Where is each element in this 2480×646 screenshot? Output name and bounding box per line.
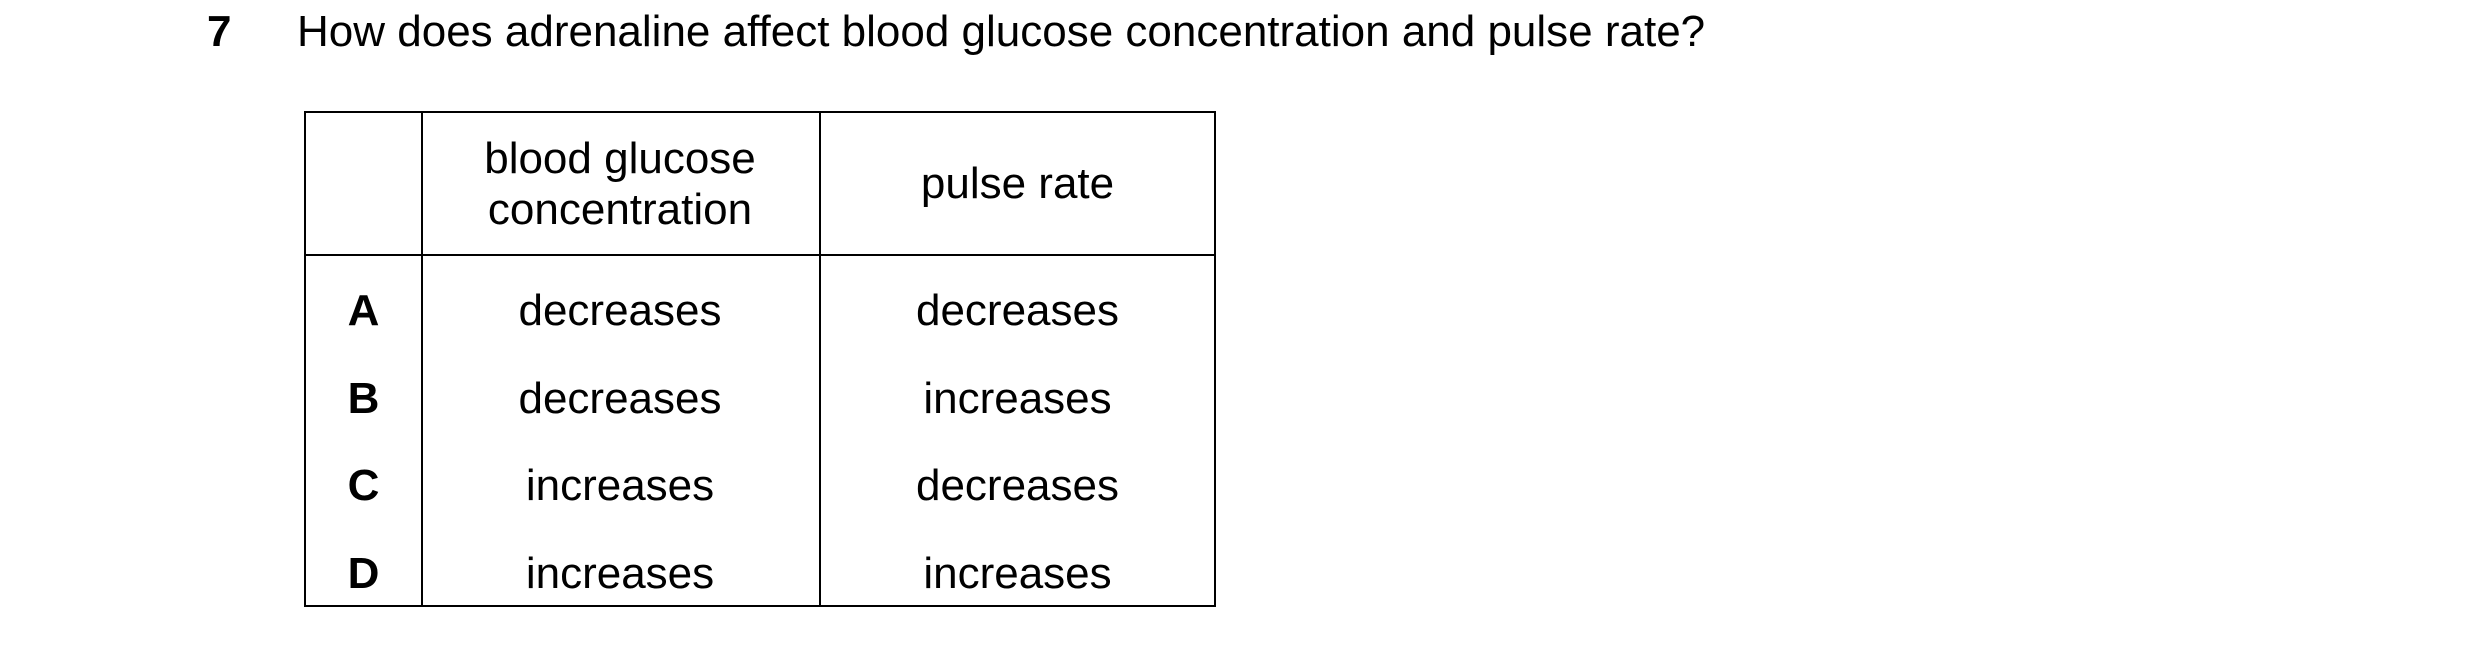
column-header: blood glucose concentration <box>484 133 756 234</box>
table-cell: decreases <box>915 286 1119 336</box>
column-divider <box>819 113 821 605</box>
option-label: D <box>347 548 380 598</box>
table-cell: decreases <box>518 373 722 423</box>
header-divider <box>306 254 1214 256</box>
table-cell: decreases <box>518 286 722 336</box>
option-label: C <box>347 461 380 511</box>
table-cell: increases <box>923 373 1112 423</box>
column-divider <box>421 113 423 605</box>
table-cell: increases <box>525 548 715 598</box>
option-label: A <box>347 286 380 336</box>
question-number: 7 <box>207 7 232 56</box>
table-cell: increases <box>923 548 1112 598</box>
table-cell: decreases <box>915 461 1119 511</box>
question-text: How does adrenaline affect blood glucose… <box>297 7 1706 56</box>
column-header: pulse rate <box>920 159 1115 208</box>
table-cell: increases <box>525 461 715 511</box>
option-label: B <box>347 373 380 423</box>
